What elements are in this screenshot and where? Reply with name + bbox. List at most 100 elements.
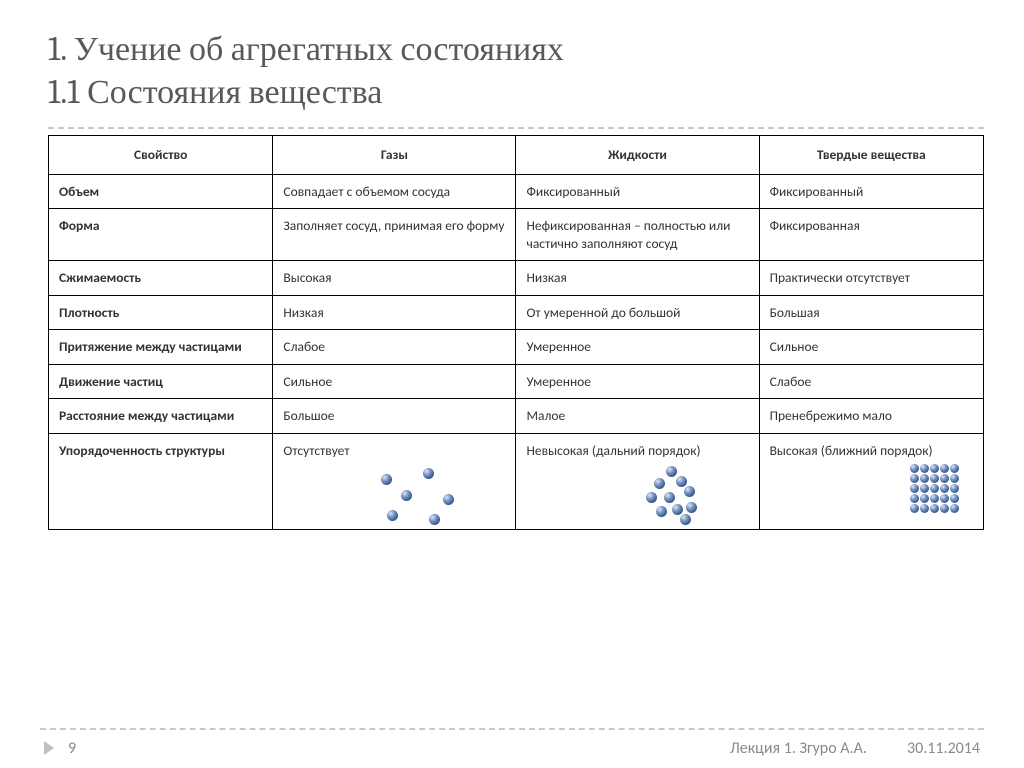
particle-icon xyxy=(676,476,687,487)
particle-icon xyxy=(940,474,949,483)
table-row: Притяжение между частицамиСлабоеУмеренно… xyxy=(49,330,984,365)
particle-icon xyxy=(910,464,919,473)
value-cell: Высокая xyxy=(273,261,516,296)
particle-icon xyxy=(940,494,949,503)
particle-icon xyxy=(910,494,919,503)
particle-icon xyxy=(920,494,929,503)
title-line-2: 1.1 Состояния вещества xyxy=(48,72,382,112)
value-cell: Нефиксированная – полностью или частично… xyxy=(516,209,759,261)
slide-date: 30.11.2014 xyxy=(907,739,980,758)
liquid-particles-icon xyxy=(636,462,716,526)
value-cell: Сильное xyxy=(759,330,983,365)
particle-icon xyxy=(940,464,949,473)
particle-icon xyxy=(950,474,959,483)
particle-icon xyxy=(910,484,919,493)
slide-title: 1. Учение об агрегатных состояниях 1.1 С… xyxy=(48,28,984,113)
particle-icon xyxy=(684,486,695,497)
particle-icon xyxy=(920,484,929,493)
table-row: ФормаЗаполняет сосуд, принимая его форму… xyxy=(49,209,984,261)
value-cell: Умеренное xyxy=(516,330,759,365)
title-line-1: 1. Учение об агрегатных состояниях xyxy=(48,29,564,69)
particle-icon xyxy=(910,474,919,483)
value-cell: Фиксированный xyxy=(516,174,759,209)
property-cell: Движение частиц xyxy=(49,364,273,399)
particle-icon xyxy=(429,514,440,525)
title-divider xyxy=(48,127,984,129)
particle-icon xyxy=(664,492,675,503)
table-row: Расстояние между частицамиБольшоеМалоеПр… xyxy=(49,399,984,434)
particle-icon xyxy=(950,494,959,503)
property-cell: Расстояние между частицами xyxy=(49,399,273,434)
property-cell: Сжимаемость xyxy=(49,261,273,296)
particle-icon xyxy=(950,484,959,493)
particle-icon xyxy=(686,502,697,513)
play-icon xyxy=(44,741,54,755)
particle-icon xyxy=(910,504,919,513)
lecture-info: Лекция 1. Згуро А.А. xyxy=(730,739,867,758)
diagram-label: Высокая (ближний порядок) xyxy=(770,442,973,460)
particle-icon xyxy=(930,484,939,493)
value-cell: От умеренной до большой xyxy=(516,295,759,330)
particle-icon xyxy=(950,464,959,473)
th-gas: Газы xyxy=(273,136,516,175)
value-cell: Малое xyxy=(516,399,759,434)
particle-icon xyxy=(930,464,939,473)
particle-icon xyxy=(672,504,683,515)
particle-icon xyxy=(930,504,939,513)
footer-divider xyxy=(40,728,984,730)
slide: 1. Учение об агрегатных состояниях 1.1 С… xyxy=(0,0,1024,530)
gas-diagram-cell: Отсутствует xyxy=(273,433,516,529)
solid-particles-icon xyxy=(910,464,966,520)
value-cell: Фиксированный xyxy=(759,174,983,209)
particle-icon xyxy=(387,510,398,521)
particle-icon xyxy=(666,466,677,477)
states-table: Свойство Газы Жидкости Твердые вещества … xyxy=(48,135,984,530)
property-cell: Притяжение между частицами xyxy=(49,330,273,365)
diagram-label: Отсутствует xyxy=(283,442,505,460)
particle-icon xyxy=(950,504,959,513)
value-cell: Слабое xyxy=(759,364,983,399)
slide-footer: 9 Лекция 1. Згуро А.А. 30.11.2014 xyxy=(0,728,1024,768)
particle-icon xyxy=(656,506,667,517)
property-cell: Форма xyxy=(49,209,273,261)
particle-icon xyxy=(930,494,939,503)
value-cell: Совпадает с объемом сосуда xyxy=(273,174,516,209)
particle-icon xyxy=(654,478,665,489)
particle-icon xyxy=(920,474,929,483)
value-cell: Умеренное xyxy=(516,364,759,399)
value-cell: Низкая xyxy=(516,261,759,296)
particle-icon xyxy=(940,484,949,493)
diagram-label: Невысокая (дальний порядок) xyxy=(526,442,748,460)
value-cell: Слабое xyxy=(273,330,516,365)
th-solid: Твердые вещества xyxy=(759,136,983,175)
th-property: Свойство xyxy=(49,136,273,175)
page-number: 9 xyxy=(68,739,76,758)
value-cell: Большая xyxy=(759,295,983,330)
particle-icon xyxy=(920,464,929,473)
table-header-row: Свойство Газы Жидкости Твердые вещества xyxy=(49,136,984,175)
property-cell: Упорядоченность структуры xyxy=(49,433,273,529)
value-cell: Большое xyxy=(273,399,516,434)
particle-icon xyxy=(443,494,454,505)
gas-particles-icon xyxy=(373,464,468,526)
th-liquid: Жидкости xyxy=(516,136,759,175)
value-cell: Практически отсутствует xyxy=(759,261,983,296)
particle-icon xyxy=(381,474,392,485)
table-row: ОбъемСовпадает с объемом сосудаФиксирова… xyxy=(49,174,984,209)
value-cell: Фиксированная xyxy=(759,209,983,261)
value-cell: Заполняет сосуд, принимая его форму xyxy=(273,209,516,261)
solid-diagram-cell: Высокая (ближний порядок) xyxy=(759,433,983,529)
particle-icon xyxy=(920,504,929,513)
table-row: СжимаемостьВысокаяНизкаяПрактически отсу… xyxy=(49,261,984,296)
particle-icon xyxy=(930,474,939,483)
particle-icon xyxy=(401,490,412,501)
value-cell: Сильное xyxy=(273,364,516,399)
particle-icon xyxy=(680,514,691,525)
value-cell: Пренебрежимо мало xyxy=(759,399,983,434)
table-body: ОбъемСовпадает с объемом сосудаФиксирова… xyxy=(49,174,984,529)
particle-icon xyxy=(646,492,657,503)
table-row: Движение частицСильноеУмеренноеСлабое xyxy=(49,364,984,399)
particle-icon xyxy=(423,468,434,479)
property-cell: Плотность xyxy=(49,295,273,330)
table-row: Упорядоченность структуры Отсутствует Невы… xyxy=(49,433,984,529)
